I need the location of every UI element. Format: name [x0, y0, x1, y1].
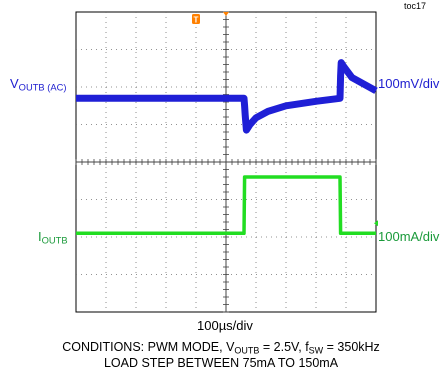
traces	[76, 59, 378, 236]
current-channel-main: I	[38, 229, 42, 244]
cond-sub-2: SW	[308, 345, 324, 356]
current-trace	[76, 175, 376, 236]
trigger-level-marker	[374, 220, 378, 227]
markers: T	[192, 12, 378, 227]
voltage-channel-label: VOUTB (AC)	[10, 76, 66, 92]
cond-text-1: CONDITIONS: PWM MODE, V	[62, 340, 235, 354]
cond-sub-1: OUTB	[234, 345, 260, 356]
cond-text-3: = 350kHz	[323, 340, 380, 354]
voltage-channel-sub: OUTB (AC)	[18, 82, 67, 93]
trigger-marker	[192, 14, 200, 24]
conditions-line-2: LOAD STEP BETWEEN 75mA TO 150mA	[103, 356, 339, 370]
current-channel-label: IOUTB	[38, 229, 68, 245]
voltage-trace	[76, 59, 378, 134]
current-scale-label: 100mA/div	[378, 229, 440, 244]
time-scale-label: 100µs/div	[197, 318, 253, 333]
trigger-position-marker	[223, 12, 229, 16]
figure-id: toc17	[404, 1, 427, 11]
graticule	[75, 11, 377, 313]
voltage-channel-main: V	[10, 76, 19, 91]
trigger-marker-letter: T	[194, 16, 199, 25]
current-channel-sub: OUTB	[41, 235, 68, 246]
conditions-line-1: CONDITIONS: PWM MODE, VOUTB = 2.5V, fSW …	[0, 340, 442, 355]
cond-text-2: = 2.5V, f	[259, 340, 309, 354]
voltage-scale-label: 100mV/div	[378, 76, 440, 91]
